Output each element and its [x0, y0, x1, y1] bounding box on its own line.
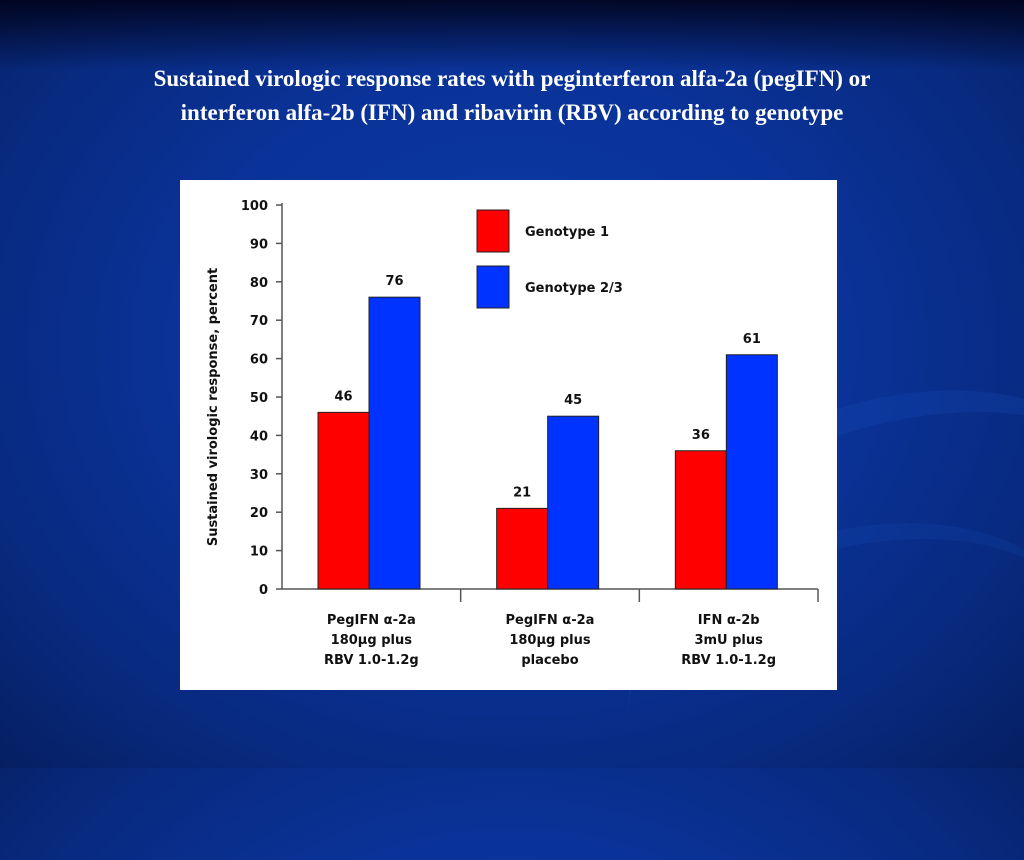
x-tick-label: RBV 1.0-1.2g [681, 653, 776, 668]
y-tick-label: 100 [241, 199, 268, 214]
data-label: 76 [385, 274, 403, 289]
y-tick-label: 10 [250, 545, 268, 560]
slide-title-line-1: Sustained virologic response rates with … [153, 66, 871, 91]
x-tick-label: RBV 1.0-1.2g [324, 653, 419, 668]
y-tick-label: 90 [250, 237, 268, 252]
slide-title-line-2: interferon alfa-2b (IFN) and ribavirin (… [180, 100, 844, 125]
bar [317, 411, 370, 590]
x-tick-label: 180μg plus [331, 633, 413, 648]
y-tick-label: 30 [250, 468, 268, 483]
bar [368, 296, 421, 590]
legend-label: Genotype 1 [525, 225, 609, 240]
x-tick-label: 3mU plus [694, 633, 763, 648]
y-axis-label: Sustained virologic response, percent [206, 268, 221, 546]
y-tick-label: 60 [250, 353, 268, 368]
top-shade [0, 0, 1024, 70]
x-tick-label: IFN α-2b [698, 613, 760, 628]
y-tick-label: 80 [250, 276, 268, 291]
legend-label: Genotype 2/3 [525, 281, 623, 296]
legend-swatch [476, 209, 510, 253]
data-label: 36 [692, 428, 710, 443]
x-tick-label: 180μg plus [509, 633, 591, 648]
y-tick-label: 70 [250, 314, 268, 329]
data-label: 21 [513, 485, 531, 500]
bar [674, 450, 727, 590]
bar [496, 507, 549, 590]
data-label: 45 [564, 393, 582, 408]
legend-swatch [476, 265, 510, 309]
data-label: 61 [743, 332, 761, 347]
y-tick-label: 50 [250, 391, 268, 406]
slide-title: Sustained virologic response rates with … [40, 62, 984, 130]
chart-panel: 0 10 20 30 40 50 60 70 80 90 100 Sustained virologi… [180, 180, 837, 690]
x-tick-label: placebo [521, 653, 578, 668]
x-tick-label: PegIFN α-2a [506, 613, 595, 628]
data-label: 46 [334, 389, 352, 404]
y-tick-label: 20 [250, 506, 268, 521]
bar-chart: 0 10 20 30 40 50 60 70 80 90 100 Sustained virologi… [206, 199, 819, 668]
y-tick-label: 0 [259, 583, 268, 598]
x-tick-label: PegIFN α-2a [327, 613, 416, 628]
bar [725, 354, 778, 590]
y-tick-label: 40 [250, 429, 268, 444]
bar [547, 415, 600, 590]
